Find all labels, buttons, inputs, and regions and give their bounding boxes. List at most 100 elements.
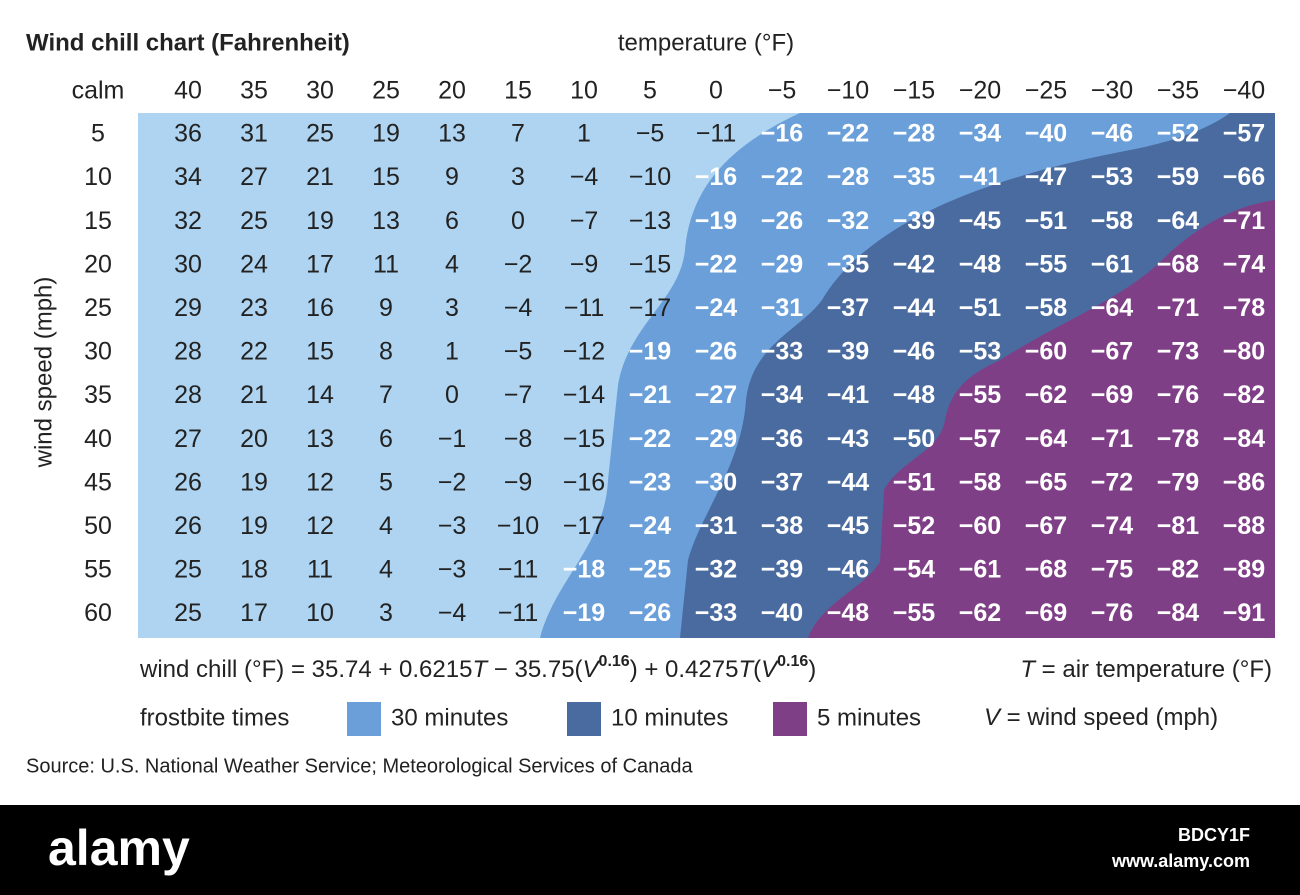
footer-brand: alamy — [48, 820, 190, 876]
cell: −29 — [761, 250, 803, 278]
column-header: −15 — [893, 77, 935, 105]
cell: 24 — [240, 250, 268, 278]
cell: 22 — [240, 338, 268, 366]
formula-part: wind chill (°F) = 35.74 + 0.6215 — [139, 656, 472, 683]
cell: 13 — [372, 207, 400, 235]
cell: 17 — [306, 250, 334, 278]
cell: −45 — [959, 207, 1002, 235]
cell: −16 — [563, 468, 605, 496]
cell: −58 — [1025, 294, 1068, 322]
cell: −11 — [696, 120, 737, 148]
cell: −17 — [629, 294, 671, 322]
cell: 0 — [511, 207, 525, 235]
cell: −57 — [1223, 120, 1265, 148]
cell: 18 — [240, 556, 268, 584]
cell: 19 — [240, 512, 268, 540]
cell: −11 — [564, 294, 605, 322]
cell: −21 — [629, 381, 672, 409]
cell: −44 — [893, 294, 936, 322]
cell: 11 — [373, 250, 399, 278]
cell: −10 — [497, 512, 539, 540]
column-header: −10 — [827, 77, 869, 105]
cell: −55 — [893, 599, 936, 627]
legend-swatch — [347, 702, 381, 736]
cell: −33 — [695, 599, 737, 627]
cell: −84 — [1157, 599, 1200, 627]
cell: 3 — [511, 163, 525, 191]
cell: −82 — [1157, 556, 1199, 584]
formula-part: T — [738, 656, 755, 683]
cell: 7 — [511, 120, 525, 148]
formula-part: 0.16 — [599, 653, 630, 670]
cell: −15 — [629, 250, 671, 278]
row-header: 50 — [84, 512, 112, 540]
cell: −11 — [498, 556, 539, 584]
cell: 19 — [306, 207, 334, 235]
cell: −8 — [504, 425, 533, 453]
cell: −16 — [695, 163, 737, 191]
cell: 6 — [445, 207, 459, 235]
cell: −2 — [438, 468, 467, 496]
cell: −28 — [893, 120, 936, 148]
cell: 26 — [174, 468, 202, 496]
cell: 1 — [577, 120, 591, 148]
cell: 15 — [306, 338, 334, 366]
cell: −26 — [761, 207, 803, 235]
cell: −58 — [959, 468, 1002, 496]
cell: −9 — [570, 250, 599, 278]
cell: −55 — [1025, 250, 1068, 278]
cell: 21 — [306, 163, 334, 191]
cell: 4 — [379, 556, 393, 584]
cell: −11 — [498, 599, 539, 627]
cell: −46 — [827, 556, 869, 584]
cell: −51 — [1025, 207, 1068, 235]
cell: 7 — [379, 381, 393, 409]
cell: 8 — [379, 338, 393, 366]
cell: −40 — [1025, 120, 1067, 148]
cell: −78 — [1157, 425, 1200, 453]
cell: −44 — [827, 468, 870, 496]
footer-bar — [0, 805, 1300, 895]
cell: −31 — [761, 294, 804, 322]
cell: −5 — [636, 120, 665, 148]
cell: 11 — [307, 556, 333, 584]
cell: −22 — [761, 163, 803, 191]
cell: 19 — [240, 468, 268, 496]
row-header: 10 — [84, 163, 112, 191]
cell: −45 — [827, 512, 870, 540]
row-header: 60 — [84, 599, 112, 627]
cell: −48 — [893, 381, 936, 409]
cell: −22 — [827, 120, 869, 148]
cell: −4 — [570, 163, 599, 191]
cell: 9 — [445, 163, 459, 191]
column-header: −30 — [1091, 77, 1133, 105]
cell: −3 — [438, 512, 467, 540]
cell: −18 — [563, 556, 606, 584]
cell: 9 — [379, 294, 393, 322]
legend-label: 30 minutes — [391, 704, 508, 731]
cell: −52 — [893, 512, 935, 540]
row-header: 20 — [84, 250, 112, 278]
cell: −27 — [695, 381, 737, 409]
cell: −78 — [1223, 294, 1266, 322]
cell: 1 — [445, 338, 459, 366]
cell: −19 — [629, 338, 671, 366]
cell: −79 — [1157, 468, 1199, 496]
cell: −80 — [1223, 338, 1265, 366]
cell: −62 — [1025, 381, 1067, 409]
column-header: 15 — [504, 77, 532, 105]
cell: −74 — [1091, 512, 1134, 540]
cell: −50 — [893, 425, 935, 453]
cell: −24 — [695, 294, 738, 322]
cell: −4 — [504, 294, 533, 322]
cell: −47 — [1025, 163, 1067, 191]
cell: 25 — [174, 599, 202, 627]
row-header: 45 — [84, 468, 112, 496]
cell: −52 — [1157, 120, 1199, 148]
formula: wind chill (°F) = 35.74 + 0.6215T − 35.7… — [139, 653, 816, 683]
cell: 34 — [174, 163, 202, 191]
cell: −61 — [959, 556, 1002, 584]
cell: −74 — [1223, 250, 1266, 278]
cell: −58 — [1091, 207, 1134, 235]
cell: −22 — [695, 250, 737, 278]
